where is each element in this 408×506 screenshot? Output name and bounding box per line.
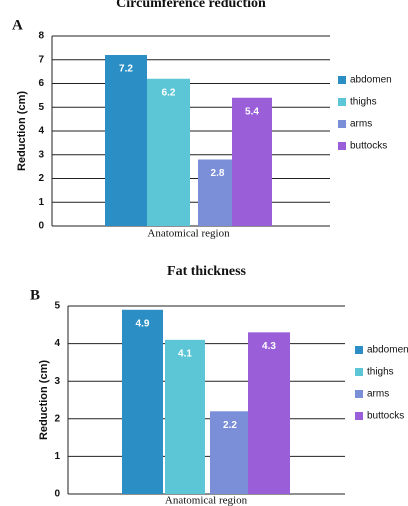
bar [105, 55, 147, 226]
y-tick-label: 7 [38, 54, 44, 65]
chart-title: Circumference reduction [116, 0, 266, 11]
y-tick-label: 5 [38, 102, 44, 113]
y-tick-label: 2 [54, 413, 60, 424]
panel-label: A [12, 17, 23, 33]
legend-label: arms [367, 389, 389, 400]
y-tick-label: 3 [54, 376, 60, 387]
y-tick-label: 5 [54, 301, 60, 312]
y-tick-label: 6 [38, 78, 44, 89]
data-label: 7.2 [119, 64, 133, 75]
data-label: 4.9 [136, 318, 150, 329]
y-tick-label: 4 [38, 126, 44, 137]
data-label: 5.4 [245, 106, 259, 117]
x-axis-label: Anatomical region [147, 228, 230, 240]
legend-label: buttocks [350, 141, 387, 152]
y-tick-label: 8 [38, 31, 44, 42]
y-tick-label: 2 [38, 173, 44, 184]
y-tick-label: 1 [54, 451, 60, 462]
bar [198, 159, 237, 226]
bar [122, 309, 163, 494]
legend-label: buttocks [367, 411, 404, 422]
legend-swatch [338, 120, 346, 128]
legend-label: abdomen [350, 75, 392, 86]
legend-swatch [355, 368, 363, 376]
legend-label: arms [350, 119, 372, 130]
data-label: 4.3 [262, 341, 276, 352]
legend-label: thighs [367, 367, 394, 378]
data-label: 4.1 [178, 348, 192, 359]
bar [210, 411, 250, 494]
bar [232, 97, 272, 226]
y-axis-label: Reduction (cm) [38, 360, 50, 440]
y-tick-label: 3 [38, 149, 44, 160]
x-axis-label: Anatomical region [165, 495, 248, 506]
y-tick-label: 4 [54, 338, 60, 349]
data-label: 6.2 [162, 87, 176, 98]
y-tick-label: 0 [38, 221, 44, 232]
y-tick-label: 0 [54, 489, 60, 500]
legend-swatch [355, 412, 363, 420]
y-tick-label: 1 [38, 197, 44, 208]
data-label: 2.8 [211, 168, 225, 179]
legend-swatch [338, 142, 346, 150]
legend-swatch [338, 98, 346, 106]
bar [248, 332, 290, 494]
legend-label: thighs [350, 97, 377, 108]
bar [165, 339, 205, 494]
data-label: 2.2 [223, 420, 237, 431]
y-axis-label: Reduction (cm) [16, 91, 28, 171]
legend-swatch [355, 346, 363, 354]
legend-label: abdomen [367, 345, 408, 356]
bar [147, 78, 190, 226]
legend-swatch [338, 76, 346, 84]
panel-label: B [30, 287, 40, 303]
legend-swatch [355, 390, 363, 398]
chart-title: Fat thickness [167, 264, 247, 279]
